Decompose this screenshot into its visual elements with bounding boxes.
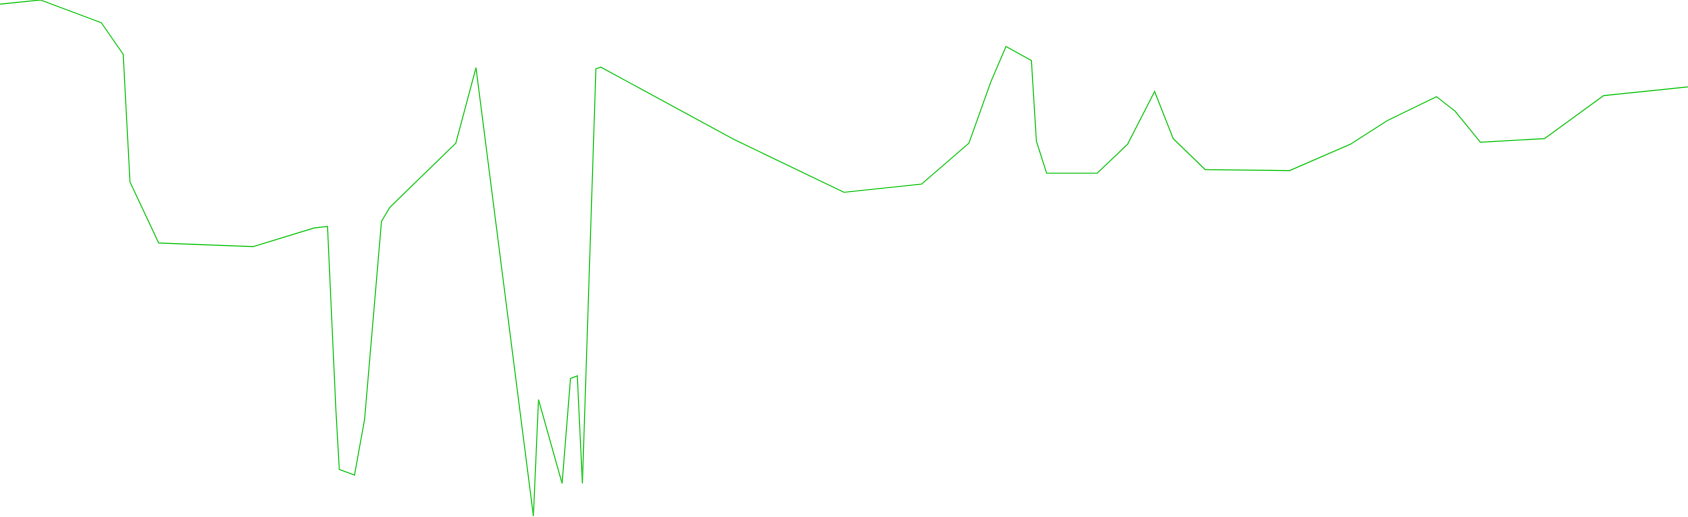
line-chart [0, 0, 1688, 517]
series-line [0, 0, 1688, 517]
chart-canvas [0, 0, 1688, 517]
series-layer [0, 0, 1688, 517]
